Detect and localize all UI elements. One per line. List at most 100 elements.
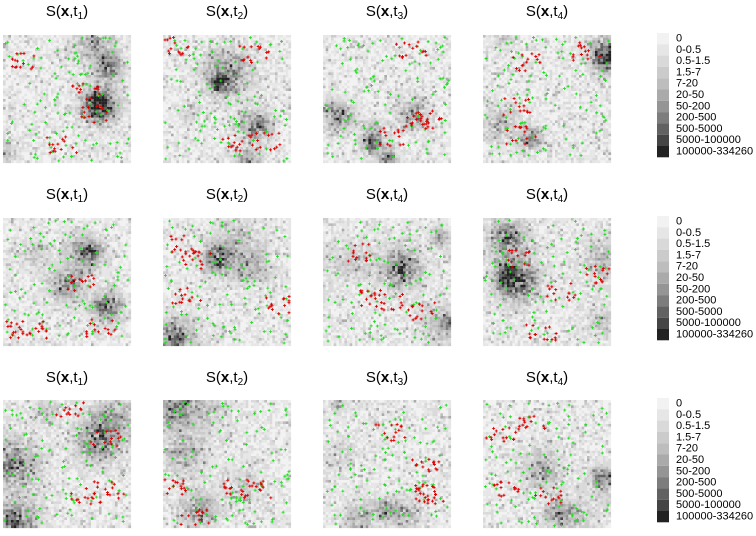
cell	[246, 155, 249, 158]
cell	[248, 110, 251, 113]
cell	[190, 43, 193, 46]
cell	[46, 70, 49, 73]
cell	[118, 142, 121, 145]
cell	[243, 126, 246, 129]
cell	[46, 40, 49, 43]
cell	[270, 158, 273, 161]
cell	[96, 91, 99, 94]
cell	[248, 62, 251, 65]
cell	[230, 91, 233, 94]
cell	[118, 126, 121, 129]
cell	[107, 51, 110, 54]
title-close: )	[83, 3, 88, 20]
cell	[259, 62, 262, 65]
cell	[222, 75, 225, 78]
cell	[3, 70, 6, 73]
cell	[219, 86, 222, 89]
cell	[118, 70, 121, 73]
cell	[163, 54, 166, 57]
cell	[238, 35, 241, 38]
cell	[195, 86, 198, 89]
cell	[19, 80, 22, 83]
cell	[32, 120, 35, 123]
cell	[206, 150, 209, 153]
cell	[110, 94, 113, 97]
cell	[243, 62, 246, 65]
cell	[19, 46, 22, 49]
cell	[86, 155, 89, 158]
cell	[32, 51, 35, 54]
cell	[94, 38, 97, 41]
cell	[94, 48, 97, 51]
cell	[24, 38, 27, 41]
cell	[179, 128, 182, 131]
cell	[43, 110, 46, 113]
cell	[51, 54, 54, 57]
cell	[43, 43, 46, 46]
cell	[222, 48, 225, 51]
cell	[128, 107, 131, 110]
cell	[102, 99, 105, 102]
cell	[6, 94, 9, 97]
cell	[62, 62, 65, 65]
cell	[216, 152, 219, 155]
cell	[182, 72, 185, 75]
cell	[275, 158, 278, 161]
cell	[120, 139, 123, 142]
cell	[115, 99, 118, 102]
cell	[214, 102, 217, 105]
cell	[254, 38, 257, 41]
cell	[187, 51, 190, 54]
cell	[235, 112, 238, 115]
cell	[254, 144, 257, 147]
cell	[195, 35, 198, 38]
cell	[278, 96, 281, 99]
cell	[203, 144, 206, 147]
cell	[80, 142, 83, 145]
cell	[259, 107, 262, 110]
cell	[264, 144, 267, 147]
cell	[203, 91, 206, 94]
cell	[16, 107, 19, 110]
cell	[176, 83, 179, 86]
cell	[278, 59, 281, 62]
cell	[128, 78, 131, 81]
cell	[62, 102, 65, 105]
cell	[128, 43, 131, 46]
cell	[86, 54, 89, 57]
cell	[30, 142, 33, 145]
cell	[203, 75, 206, 78]
cell	[323, 67, 326, 70]
cell	[24, 75, 27, 78]
cell	[206, 110, 209, 113]
cell	[187, 91, 190, 94]
cell	[272, 88, 275, 91]
cell	[27, 43, 30, 46]
cell	[280, 35, 283, 38]
cell	[206, 102, 209, 105]
cell	[22, 155, 25, 158]
cell	[270, 142, 273, 145]
cell	[182, 131, 185, 134]
cell	[270, 104, 273, 107]
cell	[72, 158, 75, 161]
cell	[214, 54, 217, 57]
cell	[192, 102, 195, 105]
cell	[246, 160, 249, 163]
cell	[259, 70, 262, 73]
cell	[94, 155, 97, 158]
cell	[115, 54, 118, 57]
cell	[243, 104, 246, 107]
cell	[123, 150, 126, 153]
cell	[32, 144, 35, 147]
cell	[230, 107, 233, 110]
cell	[11, 112, 14, 115]
cell	[83, 142, 86, 145]
cell	[115, 86, 118, 89]
cell	[107, 155, 110, 158]
cell	[126, 72, 129, 75]
cell	[280, 86, 283, 89]
cell	[275, 128, 278, 131]
cell	[259, 104, 262, 107]
cell	[8, 134, 11, 137]
